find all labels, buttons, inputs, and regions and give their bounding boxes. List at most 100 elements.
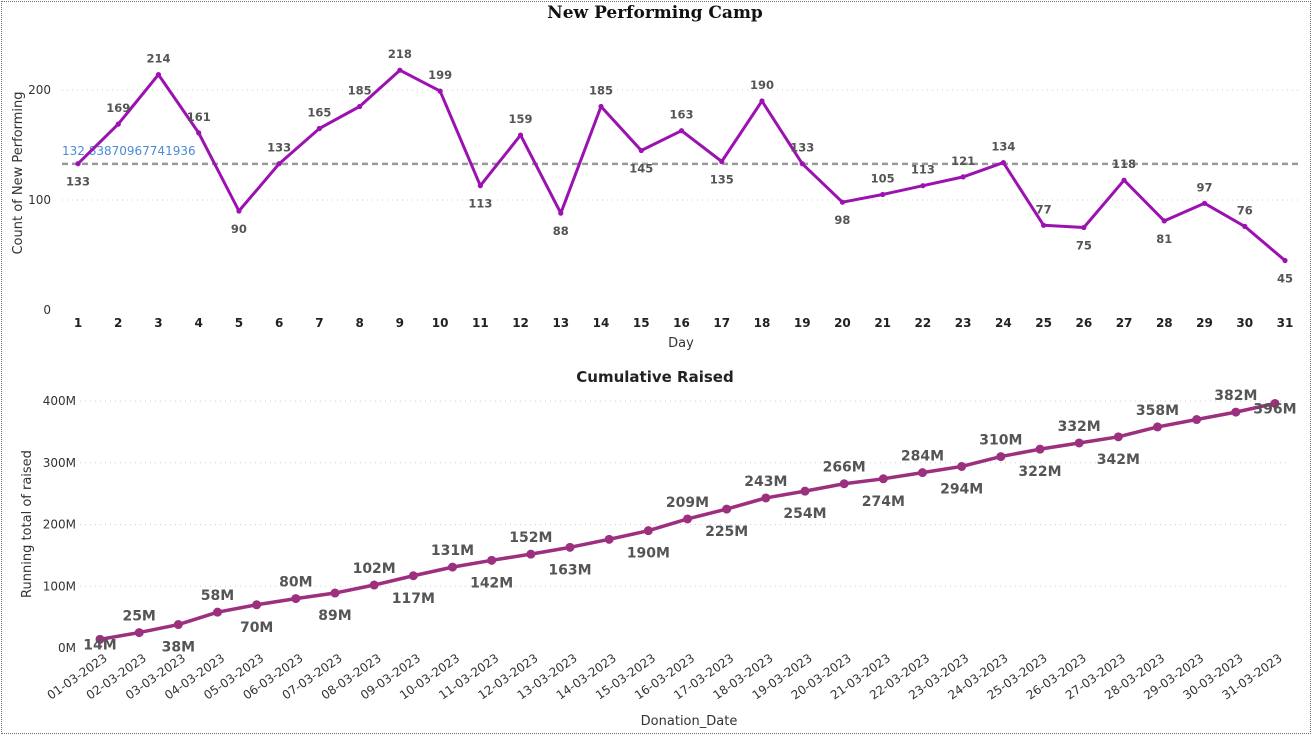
chart2-y-axis-title: Running total of raised <box>20 450 35 598</box>
chart1-data-label: 118 <box>1112 157 1136 171</box>
chart1-x-tick-label: 8 <box>355 316 363 330</box>
chart2-point <box>643 526 653 536</box>
chart2-y-ticks: 0M 100M 200M 300M 400M <box>43 394 76 655</box>
chart2-data-label: 80M <box>279 575 312 591</box>
chart1-x-tick-label: 5 <box>235 316 243 330</box>
chart2-data-label: 58M <box>201 588 234 604</box>
chart2-point <box>1113 432 1123 442</box>
chart2-point <box>761 493 771 503</box>
chart1-point <box>75 161 81 167</box>
chart1-data-label: 159 <box>509 112 533 126</box>
chart1-x-tick-label: 13 <box>552 316 569 330</box>
chart2-point <box>1153 422 1162 432</box>
chart1-data-label: 81 <box>1156 232 1172 246</box>
chart2-point <box>604 534 614 544</box>
chart1-data-label: 214 <box>146 52 170 66</box>
chart2-data-label: 243M <box>744 474 787 490</box>
chart1-data-label: 133 <box>267 141 291 155</box>
chart1-x-tick-label: 22 <box>915 316 932 330</box>
chart1-point <box>1000 160 1006 166</box>
chart2-point <box>996 452 1006 462</box>
chart1-data-label: 121 <box>951 154 975 168</box>
chart1-data-label: 218 <box>388 47 412 61</box>
chart2-y-tick-label: 100M <box>43 579 76 593</box>
chart2-data-labels: 14M 25M 38M 58M 70M 80M 89M 102M 117M 131M 142M 152… <box>83 388 1296 655</box>
chart1-x-tick-label: 17 <box>713 316 730 330</box>
chart2-point <box>487 555 497 565</box>
chart1-x-tick-label: 20 <box>834 316 851 330</box>
chart1-point <box>1081 224 1087 231</box>
chart1-point <box>839 199 846 205</box>
chart2-data-label: 142M <box>470 575 513 591</box>
chart2-title: Cumulative Raised <box>576 368 733 386</box>
chart1-x-tick-label: 21 <box>874 316 891 330</box>
chart1-point <box>880 191 886 198</box>
chart1-x-tick-label: 27 <box>1116 316 1133 330</box>
chart1-x-tick-label: 6 <box>275 316 283 330</box>
chart2-data-label: 70M <box>240 620 273 636</box>
chart1-x-tick-label: 14 <box>593 316 610 330</box>
chart1-x-tick-label: 4 <box>195 316 203 330</box>
chart2-data-label: 284M <box>901 449 944 465</box>
chart2-data-label: 38M <box>162 640 195 656</box>
chart1-point <box>115 121 121 127</box>
chart2-data-label: 266M <box>823 460 866 476</box>
chart2-point <box>448 562 457 572</box>
chart1-point <box>196 130 202 136</box>
chart1-point <box>1201 200 1208 206</box>
chart1-x-tick-label: 18 <box>754 316 771 330</box>
chart2-data-label: 131M <box>431 543 474 559</box>
chart1-x-tick-label: 16 <box>673 316 690 330</box>
chart1-x-tick-label: 15 <box>633 316 650 330</box>
chart2-data-label: 190M <box>627 546 670 562</box>
chart1-data-label: 163 <box>669 108 693 122</box>
chart1-y-tick-label: 200 <box>28 83 51 97</box>
chart2-point <box>957 461 967 471</box>
chart2-point <box>369 580 379 590</box>
chart1-data-label: 45 <box>1277 272 1293 286</box>
chart2-y-tick-label: 0M <box>58 641 76 655</box>
chart1-point <box>437 88 443 94</box>
chart1-point <box>517 132 524 138</box>
chart1-y-axis-title: Count of New Performing <box>11 91 26 254</box>
chart1-data-label: 135 <box>710 173 734 187</box>
chart1-data-label: 76 <box>1237 203 1253 217</box>
chart1-point <box>1282 257 1288 264</box>
chart2-x-ticks: 01-03-202302-03-202303-03-202304-03-2023… <box>45 651 1285 702</box>
chart1-series-line <box>76 68 1286 262</box>
chart1-data-label: 165 <box>307 106 331 120</box>
chart1-data-label: 134 <box>991 140 1015 154</box>
chart1-y-tick-label: 100 <box>28 193 51 207</box>
chart1-x-tick-label: 11 <box>472 316 489 330</box>
chart1-x-tick-label: 31 <box>1277 316 1294 330</box>
chart1-x-tick-label: 19 <box>794 316 811 330</box>
chart2-data-label: 322M <box>1018 464 1061 480</box>
chart2-point <box>526 549 536 559</box>
chart1-x-tick-label: 7 <box>315 316 323 330</box>
chart1-data-label: 105 <box>871 172 895 186</box>
chart1-data-label: 98 <box>834 213 850 227</box>
chart1-x-tick-label: 26 <box>1075 316 1092 330</box>
chart2-data-label: 102M <box>353 561 396 577</box>
chart2-points <box>95 398 1280 644</box>
chart1-data-label: 145 <box>629 162 653 176</box>
chart2-data-label: 254M <box>783 506 826 522</box>
chart1-x-tick-label: 24 <box>995 316 1012 330</box>
chart1-data-label: 161 <box>187 110 211 124</box>
chart2-data-label: 117M <box>392 591 435 607</box>
chart1-point <box>558 210 564 216</box>
chart1-point <box>598 103 604 110</box>
chart1-data-label: 113 <box>911 163 935 177</box>
chart1-y-tick-label: 0 <box>43 303 51 317</box>
chart1-x-tick-label: 25 <box>1035 316 1052 330</box>
chart1-x-ticks: 1 2 3 4 5 6 7 8 9 10 11 12 13 14 15 16 17 18 19 20 21 22 23 24 2… <box>74 316 1294 330</box>
chart2-data-label: 294M <box>940 481 983 497</box>
chart1-x-axis-title: Day <box>668 336 694 351</box>
chart1-point <box>1121 177 1127 183</box>
chart1-point <box>1242 223 1248 229</box>
chart2-point <box>839 479 849 489</box>
chart2-y-tick-label: 400M <box>43 394 76 408</box>
chart2-y-tick-label: 200M <box>43 518 76 532</box>
